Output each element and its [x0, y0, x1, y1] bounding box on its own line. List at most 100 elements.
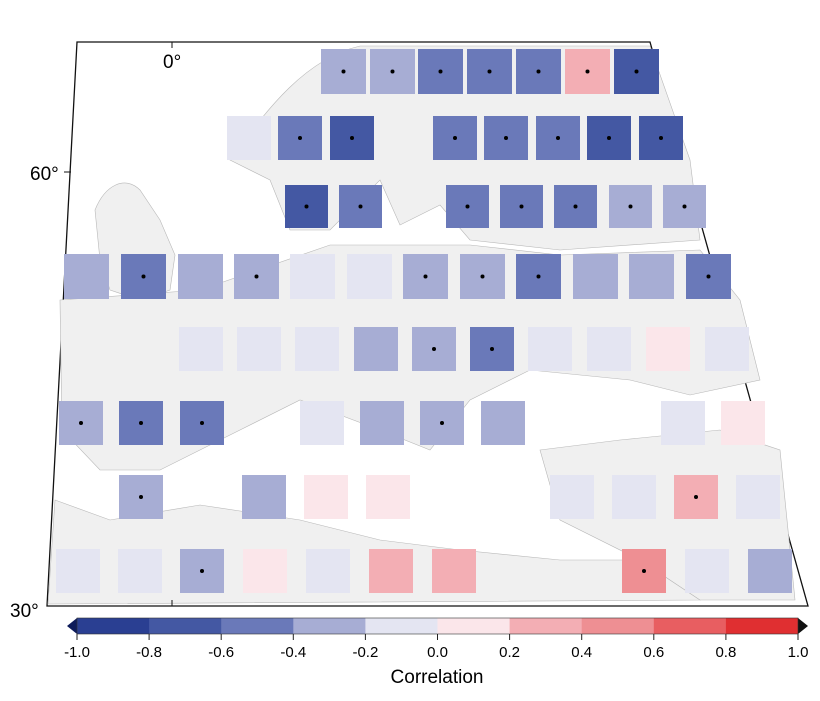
correlation-cell [179, 327, 223, 371]
colorbar-tick-label: -0.4 [280, 644, 306, 661]
significance-dot [487, 69, 492, 74]
colorbar-label: Correlation [391, 667, 484, 688]
colorbar-tick-label: -0.8 [136, 644, 162, 661]
correlation-cell [587, 327, 631, 371]
significance-dot [659, 136, 663, 140]
correlation-cell [612, 475, 656, 519]
significance-dot [390, 69, 395, 74]
significance-dot [298, 136, 302, 140]
correlation-cell [685, 549, 729, 593]
significance-dot [490, 347, 494, 351]
significance-dot [304, 204, 309, 209]
significance-dot [200, 569, 204, 573]
correlation-cell [366, 475, 410, 519]
colorbar-segment [221, 618, 294, 634]
continental-europe-land [59, 244, 761, 471]
correlation-cell [369, 549, 413, 593]
colorbar-tick-label: 0.6 [643, 644, 664, 661]
colorbar-tick-label: -1.0 [64, 644, 90, 661]
correlation-cell [721, 401, 765, 445]
significance-dot [254, 274, 259, 279]
colorbar-tick-label: -0.6 [208, 644, 234, 661]
colorbar-arrow-max [798, 618, 808, 634]
correlation-cell [661, 401, 705, 445]
correlation-cell [347, 254, 392, 299]
colorbar-segment [149, 618, 222, 634]
correlation-cells [56, 49, 792, 593]
colorbar-tick-label: -0.2 [352, 644, 378, 661]
colorbar-segment [365, 618, 438, 634]
significance-dot [607, 136, 611, 140]
correlation-cell [306, 549, 350, 593]
colorbar-tick-label: 1.0 [788, 644, 809, 661]
significance-dot [341, 69, 346, 74]
colorbar-tick-label: 0.2 [499, 644, 520, 661]
significance-dot [350, 136, 354, 140]
significance-dot [440, 421, 444, 425]
significance-dot [141, 274, 146, 279]
significance-dot [139, 495, 143, 499]
significance-dot [556, 136, 560, 140]
correlation-cell [295, 327, 339, 371]
significance-dot [536, 69, 541, 74]
significance-dot [642, 569, 646, 573]
correlation-cell [629, 254, 674, 299]
correlation-cell [354, 327, 398, 371]
significance-dot [628, 204, 633, 209]
correlation-cell [481, 401, 525, 445]
significance-dot [358, 204, 363, 209]
colorbar-segment [437, 618, 511, 634]
colorbar-tick-label: 0.0 [427, 644, 448, 661]
colorbar-arrow-min [67, 618, 77, 634]
lon-label-0: 0° [163, 52, 181, 73]
significance-dot [504, 136, 508, 140]
significance-dot [423, 274, 428, 279]
significance-dot [573, 204, 578, 209]
correlation-cell [646, 327, 690, 371]
correlation-cell [550, 475, 594, 519]
correlation-cell [118, 549, 162, 593]
significance-dots [79, 69, 711, 573]
correlation-cell [290, 254, 335, 299]
colorbar-ticks: -1.0 -0.8 -0.6 -0.4 -0.2 0.0 0.2 0.4 0.6 0.8 1.0 [64, 634, 808, 661]
significance-dot [200, 421, 204, 425]
correlation-cell [64, 254, 109, 299]
significance-dot [453, 136, 457, 140]
colorbar-segment [725, 618, 799, 634]
correlation-cell [432, 549, 476, 593]
significance-dot [519, 204, 524, 209]
correlation-cell [304, 475, 348, 519]
correlation-cell [705, 327, 749, 371]
significance-dot [536, 274, 541, 279]
significance-dot [79, 421, 83, 425]
colorbar-segment [581, 618, 655, 634]
lat-label-60: 60° [30, 164, 59, 185]
significance-dot [480, 274, 485, 279]
significance-dot [438, 69, 443, 74]
significance-dot [706, 274, 711, 279]
significance-dot [585, 69, 590, 74]
significance-dot [432, 347, 436, 351]
lat-label-30: 30° [10, 601, 39, 622]
colorbar-segment [293, 618, 366, 634]
correlation-cell [300, 401, 344, 445]
correlation-cell [360, 401, 404, 445]
significance-dot [682, 204, 687, 209]
correlation-cell [237, 327, 281, 371]
colorbar-tick-label: 0.8 [715, 644, 736, 661]
colorbar: -1.0 -0.8 -0.6 -0.4 -0.2 0.0 0.2 0.4 0.6 0.8 1.0 C… [64, 617, 808, 688]
colorbar-segments [77, 618, 799, 634]
colorbar-segment [509, 618, 583, 634]
correlation-cell [528, 327, 572, 371]
colorbar-segment [77, 618, 150, 634]
correlation-cell [56, 549, 100, 593]
correlation-cell [178, 254, 223, 299]
correlation-cell [736, 475, 780, 519]
significance-dot [694, 495, 698, 499]
significance-dot [634, 69, 639, 74]
middle-east-land [539, 429, 796, 601]
significance-dot [465, 204, 470, 209]
colorbar-segment [653, 618, 727, 634]
correlation-cell [227, 116, 271, 160]
